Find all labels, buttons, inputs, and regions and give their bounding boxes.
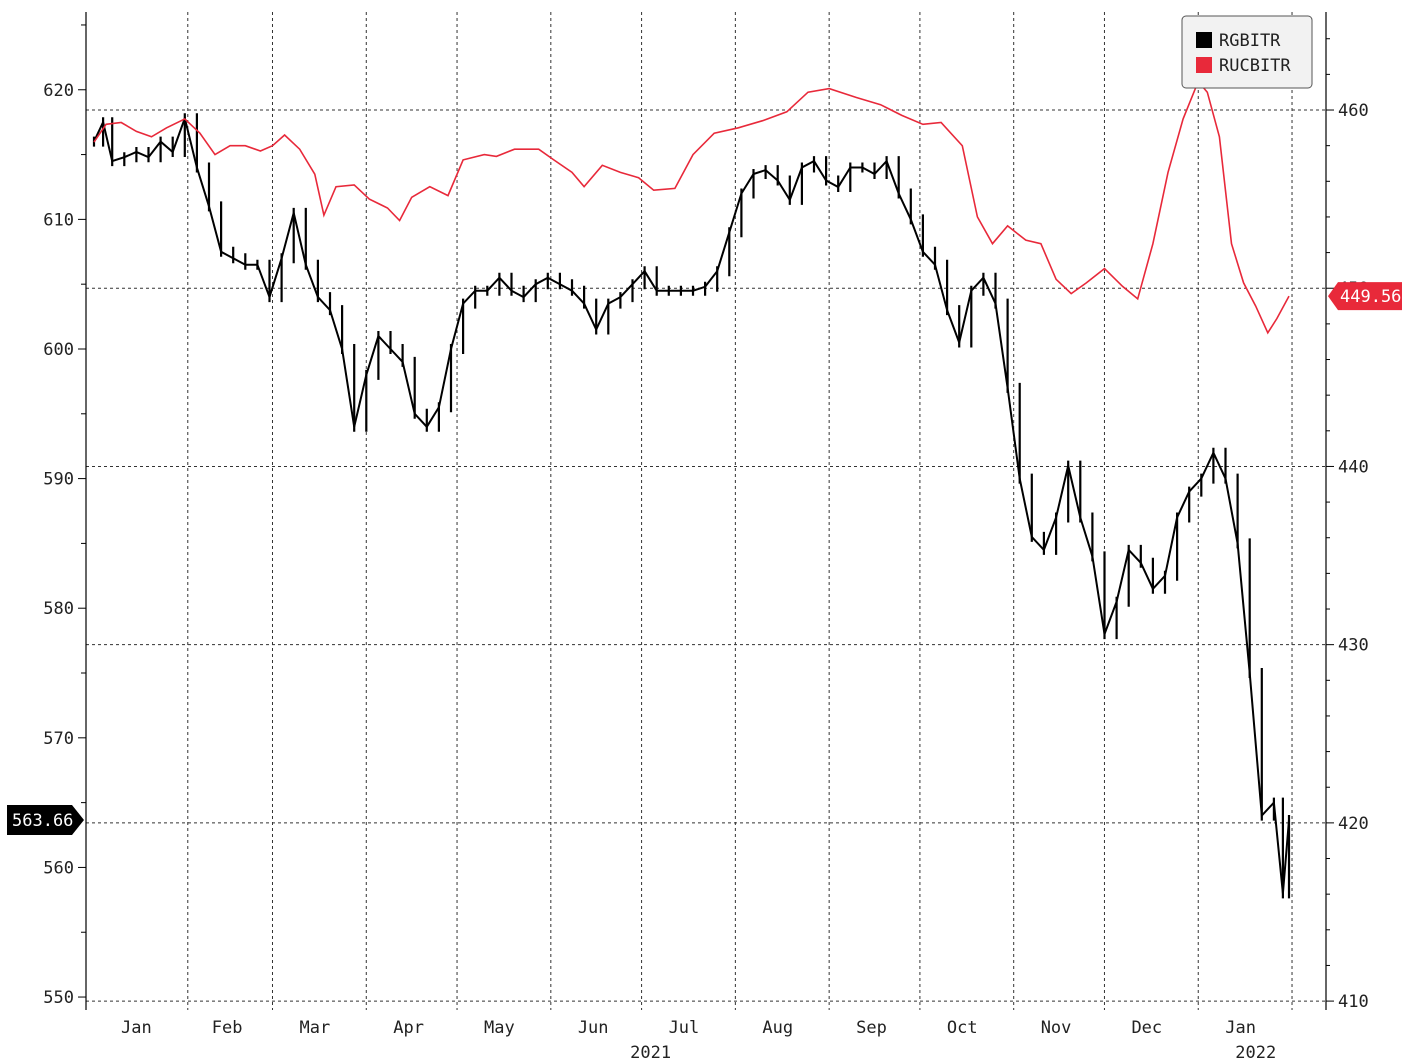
series-rgbitr-bars [92,113,1291,899]
year-label: 2021 [630,1043,671,1063]
month-label: Sep [856,1018,887,1038]
year-label: 2022 [1235,1043,1276,1063]
right-tick-label: 430 [1338,636,1369,656]
left-tick-label: 580 [43,599,74,619]
legend-swatch-rgbitr [1196,32,1212,48]
right-tick-label: 440 [1338,457,1369,477]
legend-box [1181,15,1313,89]
month-label: Aug [762,1018,793,1038]
series-rucbitr-line [93,79,1290,335]
last-value-badges: 563.66 449.56 [7,282,1402,835]
month-label: Jan [121,1018,152,1038]
month-label: Nov [1041,1018,1072,1038]
left-tick-label: 600 [43,340,74,360]
last-value-badge-left-text: 563.66 [12,811,73,831]
gridlines [86,12,1326,1010]
month-label: May [484,1018,515,1038]
legend: RGBITR RUCBITR [1181,15,1313,89]
right-tick-label: 460 [1338,101,1369,121]
last-value-badge-right-text: 449.56 [1340,287,1401,307]
last-value-badge-left [7,804,84,835]
axis-labels: 5505605705805906006106204104204304404504… [43,81,1368,1063]
left-tick-label: 550 [43,988,74,1008]
month-label: Apr [393,1018,424,1038]
axes [78,12,1334,1010]
last-value-badge-right [1328,282,1402,311]
month-label: Oct [947,1018,978,1038]
left-tick-label: 620 [43,81,74,101]
legend-swatch-rucbitr [1196,57,1212,73]
plot-area [92,79,1291,899]
month-label: Dec [1131,1018,1162,1038]
month-label: Jul [669,1018,700,1038]
right-tick-label: 420 [1338,814,1369,834]
month-label: Jun [578,1018,609,1038]
month-label: Mar [299,1018,330,1038]
left-tick-label: 590 [43,470,74,490]
series-rgbitr-line [93,114,1290,894]
month-label: Feb [212,1018,243,1038]
legend-label-rgbitr: RGBITR [1219,31,1281,51]
month-label: Jan [1225,1018,1256,1038]
left-tick-label: 570 [43,729,74,749]
left-tick-label: 610 [43,210,74,230]
left-tick-label: 560 [43,858,74,878]
right-tick-label: 410 [1338,992,1369,1012]
legend-label-rucbitr: RUCBITR [1219,56,1291,76]
